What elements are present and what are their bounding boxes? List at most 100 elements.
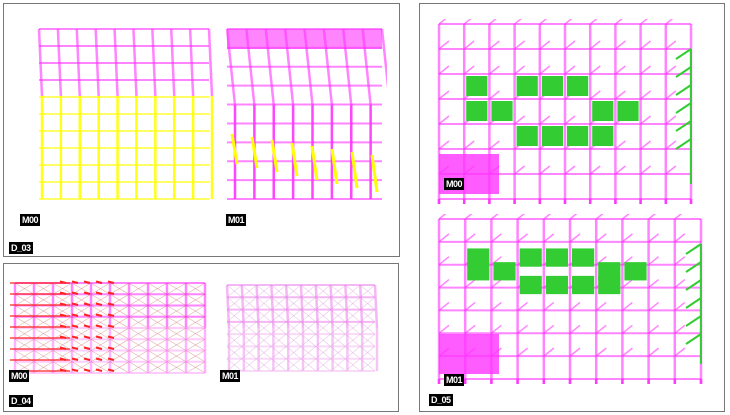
frame-member <box>621 256 633 266</box>
frame-member <box>640 90 652 100</box>
frame-member <box>614 65 626 75</box>
frame-member <box>90 293 111 306</box>
floor-slab <box>516 76 538 96</box>
floor-slab <box>545 248 568 267</box>
panel-d04: M00 M01 D_04 <box>3 263 399 412</box>
floor-slab <box>493 262 516 281</box>
frame-member <box>438 90 450 100</box>
frame-member <box>569 214 578 220</box>
view-label-m01: M01 <box>226 214 247 226</box>
frame-member <box>71 302 79 306</box>
frame-member <box>665 19 674 25</box>
frame-member <box>241 358 257 372</box>
frame-member <box>109 282 130 295</box>
frame-member <box>83 346 91 350</box>
frame-member <box>59 291 67 295</box>
frame-member <box>52 305 73 318</box>
frame-member <box>621 347 633 357</box>
panel-label: D_04 <box>9 395 33 407</box>
frame-member <box>107 291 115 295</box>
floor-slab <box>572 275 595 295</box>
floor-slab <box>567 126 589 146</box>
d04-m01-render <box>225 284 379 372</box>
frame-member <box>614 19 623 25</box>
frame-member <box>564 19 573 25</box>
frame-member <box>640 115 652 125</box>
frame-member <box>83 324 91 328</box>
frame-member <box>71 357 79 361</box>
frame-member <box>490 278 502 289</box>
frame-member <box>674 233 686 243</box>
view-label-m00: M00 <box>9 370 30 382</box>
frame-member <box>128 350 149 363</box>
frame-member <box>83 313 91 317</box>
frame-member <box>621 278 633 289</box>
frame-member <box>621 324 633 334</box>
frame-member <box>640 140 652 150</box>
frame-member <box>648 301 660 312</box>
frame-member <box>488 140 500 150</box>
frame-member <box>569 233 581 243</box>
frame-member <box>564 40 576 50</box>
frame-member <box>674 256 686 266</box>
frame-member <box>33 305 54 318</box>
frame-member <box>438 214 447 220</box>
floor-slab <box>541 126 563 146</box>
frame-member <box>300 297 317 310</box>
frame-member <box>315 333 331 347</box>
frame-member <box>147 350 168 363</box>
frame-member <box>345 321 361 335</box>
frame-member <box>107 335 115 339</box>
frame-member <box>166 305 187 318</box>
floor-slab <box>467 248 490 267</box>
frame-member <box>648 214 657 220</box>
frame-member <box>14 316 35 329</box>
floor-slab <box>519 275 542 295</box>
frame-member <box>128 305 149 318</box>
frame-member <box>241 297 257 310</box>
frame-member <box>543 301 555 312</box>
frame-member <box>464 301 476 312</box>
frame-member <box>490 214 499 220</box>
frame-member <box>128 361 149 374</box>
frame-member <box>147 316 168 329</box>
frame-member <box>185 293 206 306</box>
frame-member <box>14 327 35 340</box>
frame-member <box>107 302 115 306</box>
frame-member <box>438 301 450 312</box>
frame-member <box>438 233 450 243</box>
frame-member <box>589 165 601 175</box>
frame-member <box>675 138 692 150</box>
frame-member <box>539 115 551 125</box>
frame-member <box>95 335 103 339</box>
frame-member <box>90 327 111 340</box>
floor-slab <box>572 248 595 267</box>
frame-member <box>71 291 79 295</box>
frame-member <box>300 284 317 298</box>
frame-member <box>107 280 115 284</box>
frame-member <box>147 361 168 374</box>
frame-member <box>71 324 79 328</box>
frame-member <box>226 358 243 372</box>
frame-member <box>665 140 677 150</box>
frame-member <box>285 297 302 310</box>
frame-member <box>569 347 581 357</box>
frame-member <box>350 151 359 189</box>
frame-member <box>514 19 523 25</box>
frame-member <box>640 165 652 175</box>
frame-member <box>83 357 91 361</box>
frame-member <box>59 368 67 372</box>
frame-member <box>95 324 103 328</box>
frame-member <box>147 327 168 340</box>
frame-member <box>380 28 387 89</box>
frame-member <box>59 357 67 361</box>
frame-member <box>241 284 257 298</box>
frame-member <box>463 65 475 75</box>
frame-member <box>271 346 287 359</box>
frame-member <box>250 136 259 169</box>
frame-member <box>71 368 79 372</box>
frame-member <box>271 358 287 372</box>
frame-member <box>665 65 677 75</box>
frame-member <box>488 65 500 75</box>
frame-member <box>59 313 67 317</box>
